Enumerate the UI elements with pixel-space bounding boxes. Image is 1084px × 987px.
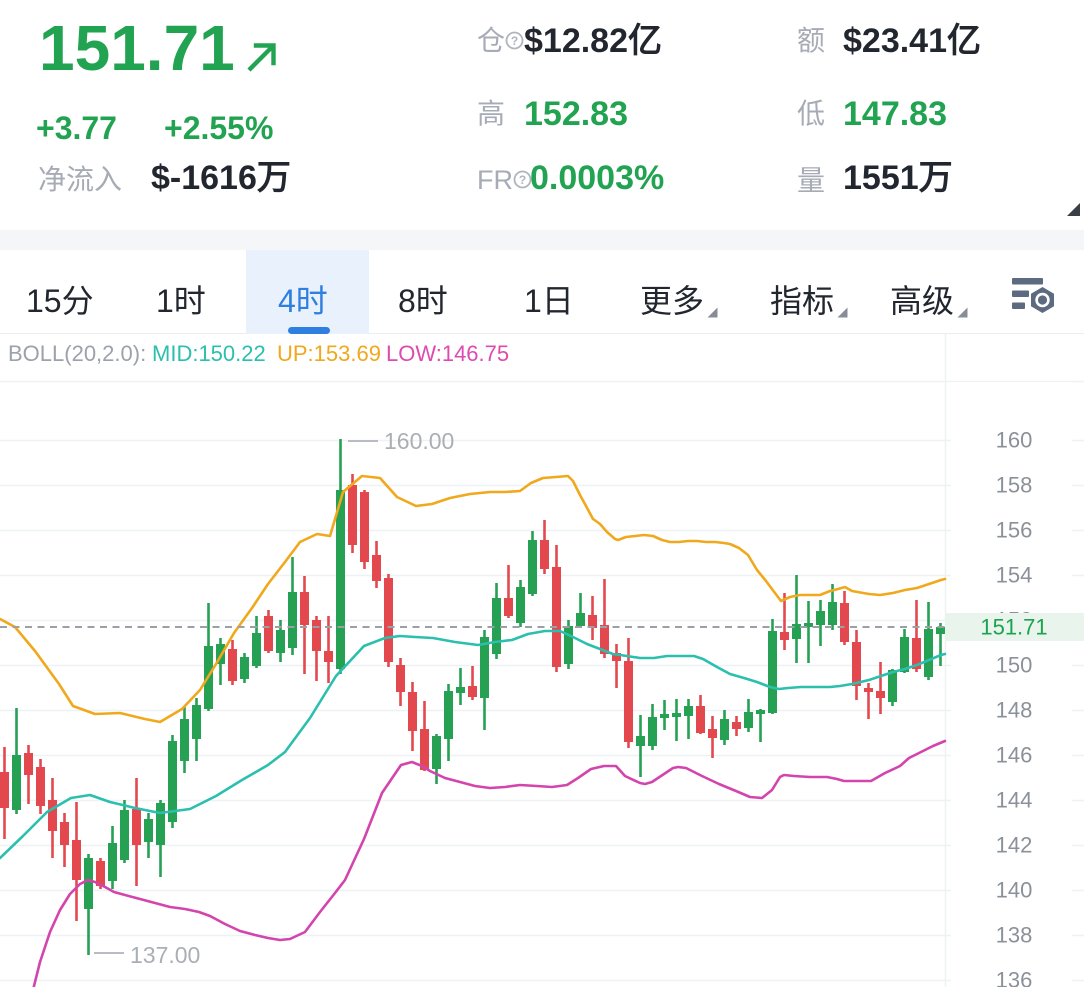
- svg-text:148: 148: [996, 698, 1033, 723]
- svg-text:146: 146: [996, 743, 1033, 768]
- svg-text:160.00: 160.00: [384, 428, 454, 454]
- svg-text:140: 140: [996, 878, 1033, 903]
- svg-text:158: 158: [996, 473, 1033, 498]
- svg-text:160: 160: [996, 428, 1033, 453]
- svg-text:150: 150: [996, 653, 1033, 678]
- svg-text:142: 142: [996, 833, 1033, 858]
- svg-text:137.00: 137.00: [130, 942, 200, 968]
- svg-text:?: ?: [511, 34, 518, 48]
- svg-text:144: 144: [996, 788, 1033, 813]
- svg-text:?: ?: [519, 173, 526, 187]
- svg-text:154: 154: [996, 563, 1033, 588]
- svg-text:156: 156: [996, 518, 1033, 543]
- svg-text:151.71: 151.71: [980, 615, 1047, 640]
- svg-text:138: 138: [996, 923, 1033, 948]
- svg-text:136: 136: [996, 968, 1033, 987]
